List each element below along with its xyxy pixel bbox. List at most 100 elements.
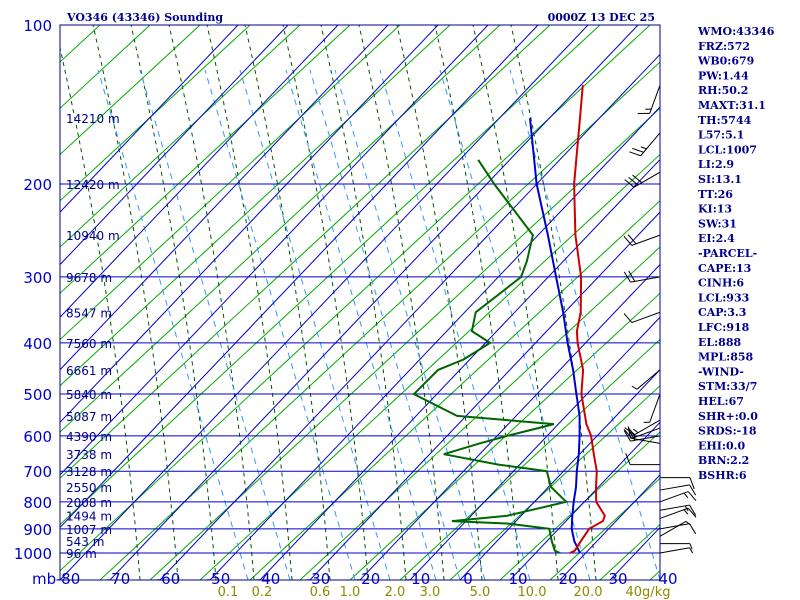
mixing-ratio-label: 0.2	[252, 585, 273, 600]
moist-adiabat	[282, 25, 369, 580]
index-line: STM:33/7	[698, 380, 757, 393]
adiabat-lines	[60, 25, 660, 580]
index-line: MPL:858	[698, 351, 754, 364]
isotherm	[359, 263, 660, 580]
pressure-tick-label: 800	[23, 494, 52, 512]
dry-adiabat	[60, 25, 351, 294]
wind-barb-shaft	[630, 435, 661, 442]
wind-barb	[659, 547, 694, 554]
pressure-tick-label: 300	[23, 269, 52, 287]
wind-barb	[625, 453, 660, 466]
isotherm	[109, 25, 639, 580]
wind-barb	[659, 523, 697, 535]
temperature-tick-label: -10	[406, 570, 431, 588]
moist-adiabat	[510, 25, 597, 580]
wind-barb-flag	[632, 174, 643, 184]
index-line: TH:5744	[698, 114, 752, 127]
temperature-tick-label: -40	[256, 570, 281, 588]
dry-adiabat	[549, 477, 660, 580]
wind-barb-flag	[687, 491, 697, 501]
isotherm-lines	[60, 25, 660, 580]
index-line: L57:5.1	[698, 129, 744, 142]
mixing-ratio-label: 40g/kg	[626, 585, 671, 600]
index-line: LFC:918	[698, 321, 750, 334]
wind-barb-flag	[632, 428, 639, 434]
temperature-tick-label: 10	[508, 570, 527, 588]
height-label: 543 m	[66, 535, 104, 549]
height-label: 14210 m	[66, 112, 120, 126]
dewpoint-trace	[412, 159, 569, 554]
wind-barb-flag	[623, 313, 633, 323]
height-label: 1494 m	[66, 510, 112, 524]
index-line: PW:1.44	[698, 69, 749, 82]
height-label: 10940 m	[66, 229, 120, 243]
index-line: MAXT:31.1	[698, 99, 766, 112]
moist-adiabat	[472, 25, 559, 580]
height-label: 3738 m	[66, 448, 112, 462]
dry-adiabat	[60, 25, 201, 156]
wind-barb-shaft	[633, 419, 661, 436]
wind-barb	[623, 311, 661, 323]
mixing-ratio-label: 3.0	[420, 585, 441, 600]
sounding-profiles	[412, 85, 606, 554]
wind-barb-flag	[629, 151, 641, 157]
isotherm	[209, 106, 660, 580]
dry-adiabat	[299, 246, 660, 580]
pressure-tick-label: 200	[23, 176, 52, 194]
mixing-ratio-label: 20.0	[574, 585, 603, 600]
wind-barb-flag	[683, 492, 689, 498]
temperature-tick-label: 30	[608, 570, 627, 588]
wind-barb-shaft	[659, 504, 690, 511]
index-line: WB0:679	[697, 55, 754, 68]
pressure-tick-label: 1000	[14, 545, 52, 563]
index-line: CAPE:13	[698, 262, 751, 275]
index-line: -PARCEL-	[698, 247, 757, 260]
wind-barb-shaft	[630, 437, 661, 444]
wind-barb-flag	[628, 176, 639, 186]
wind-barb	[660, 477, 695, 490]
height-label: 96 m	[66, 547, 97, 561]
temperature-tick-label: -30	[306, 570, 331, 588]
height-label: 8547 m	[66, 306, 112, 320]
wind-barb	[659, 520, 691, 537]
wind-barb-shaft	[649, 393, 661, 423]
mixing-ratio-label: 10.0	[518, 585, 547, 600]
moist-adiabat	[320, 25, 407, 580]
height-label: 4390 m	[66, 430, 112, 444]
wind-barb-flag	[631, 385, 638, 390]
height-labels: 14210 m 12420 m 10940 m 9678 m 8547 m 7560 m 6…	[66, 112, 120, 561]
wind-barb-flag	[624, 179, 635, 188]
mixing-ratio-line	[139, 69, 291, 580]
index-line: SI:13.1	[698, 173, 742, 186]
temperature-tick-label: -80	[56, 570, 81, 588]
index-line: BSHR:6	[698, 469, 747, 482]
wind-barb-shaft	[659, 520, 687, 537]
height-label: 5087 m	[66, 410, 112, 424]
moist-adiabat	[358, 25, 445, 580]
wind-barb-flag	[628, 270, 636, 282]
sounding-time: 0000Z 13 DEC 25	[548, 11, 655, 24]
index-line: SW:31	[698, 217, 737, 230]
moist-adiabat	[168, 25, 255, 580]
pressure-tick-label: 500	[23, 386, 52, 404]
dry-adiabat	[449, 385, 660, 580]
wind-barb-shaft	[659, 547, 690, 554]
wind-barb-shaft	[636, 369, 661, 390]
height-label: 2008 m	[66, 496, 112, 510]
wind-barb-flag	[685, 520, 691, 526]
dry-adiabat	[349, 292, 660, 580]
wind-barb	[623, 270, 661, 283]
dry-adiabat	[199, 153, 660, 580]
isotherm	[60, 25, 539, 529]
mixing-ratio-line	[285, 69, 437, 580]
plot-frame	[59, 24, 661, 581]
wind-barb	[643, 393, 661, 423]
wind-barb	[637, 84, 661, 115]
temperature-tick-label: 40	[658, 570, 677, 588]
isotherm	[459, 369, 660, 580]
height-label: 1007 m	[66, 523, 112, 537]
index-line: RH:50.2	[698, 84, 748, 97]
wind-barb-flag	[689, 504, 697, 516]
index-line: KI:13	[698, 203, 732, 216]
temperature-trace	[569, 85, 606, 554]
